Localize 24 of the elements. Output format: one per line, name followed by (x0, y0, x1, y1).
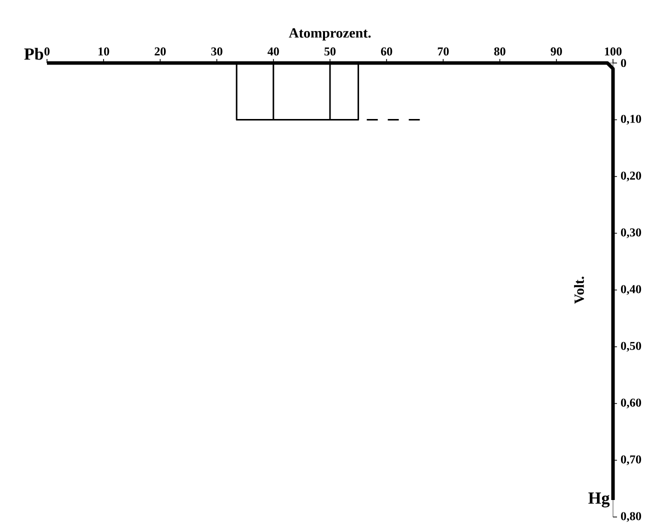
y-tick-label: 0,40 (620, 285, 642, 295)
x-tick-label: 20 (154, 47, 166, 56)
x-tick-label: 90 (550, 47, 562, 56)
y-tick-label: 0 (620, 58, 626, 68)
y-tick-label: 0,30 (620, 228, 642, 238)
y-tick-label: 0,50 (620, 342, 642, 352)
y-tick-label: 0,80 (620, 512, 642, 522)
x-tick-label: 10 (98, 47, 110, 56)
x-tick-label: 100 (604, 47, 622, 56)
annotation: Hg (588, 492, 610, 508)
x-tick-label: 60 (381, 47, 392, 56)
x-tick-label: 50 (324, 47, 336, 56)
annotation: Pb (24, 48, 44, 60)
x-tick-label: 70 (438, 47, 449, 56)
x-tick-label: 80 (494, 47, 506, 56)
y-tick-label: 0,70 (620, 455, 642, 466)
x-tick-label: 30 (211, 47, 222, 56)
y-tick-label: 0,10 (620, 114, 642, 125)
y-tick-label: 0,20 (620, 172, 642, 182)
x-tick-label: 40 (268, 47, 279, 56)
y-axis-title: Volt. (574, 276, 584, 304)
x-tick-label: 0 (44, 47, 50, 56)
y-tick-label: 0,60 (620, 398, 642, 408)
x-axis-title: Atomprozent. (288, 28, 371, 41)
